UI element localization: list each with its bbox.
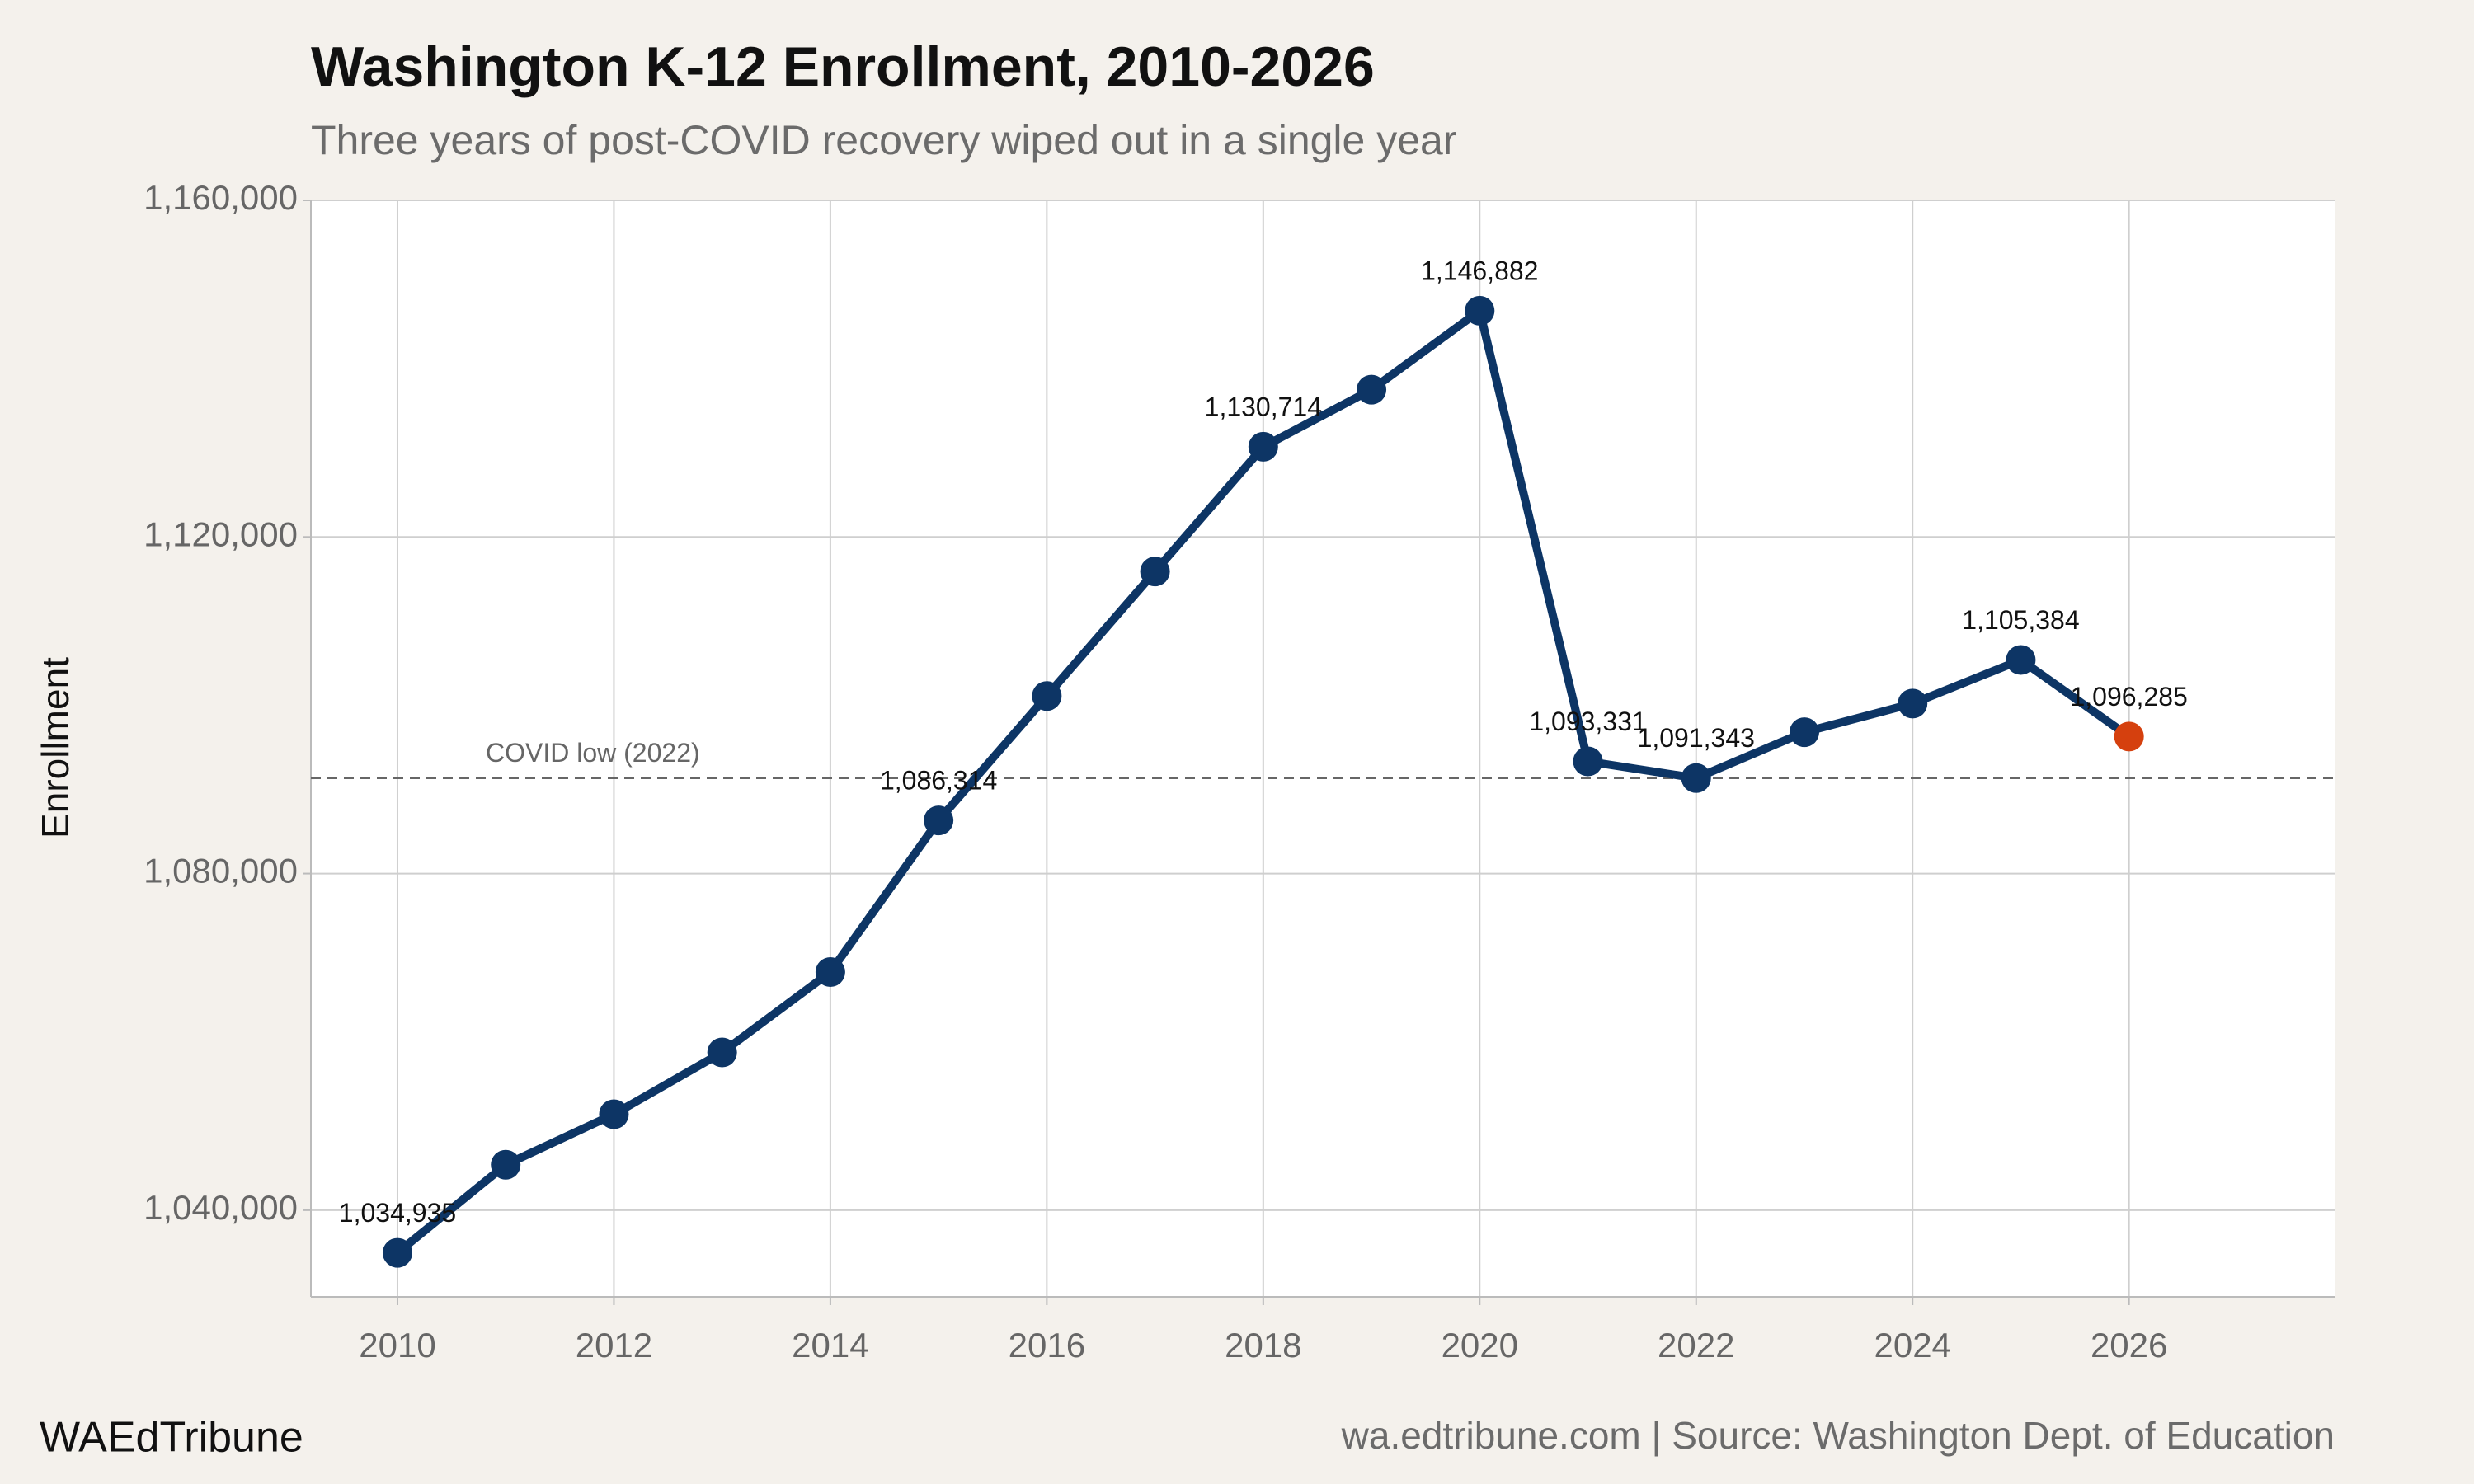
value-label: 1,086,314 — [880, 766, 997, 796]
data-point — [707, 1037, 737, 1068]
chart-subtitle: Three years of post-COVID recovery wiped… — [311, 117, 1457, 163]
plot-panel — [311, 200, 2335, 1297]
value-label: 1,105,384 — [1962, 605, 2079, 635]
x-tick-label: 2026 — [2091, 1326, 2167, 1364]
data-point — [2114, 721, 2144, 752]
y-tick-label: 1,040,000 — [143, 1188, 298, 1227]
chart-title: Washington K-12 Enrollment, 2010-2026 — [311, 35, 1375, 98]
x-tick-label: 2012 — [576, 1326, 652, 1364]
data-point — [1357, 374, 1387, 405]
value-label: 1,091,343 — [1638, 723, 1755, 753]
data-point — [599, 1099, 629, 1129]
data-point — [924, 805, 954, 836]
data-point — [1681, 763, 1711, 793]
x-tick-label: 2020 — [1442, 1326, 1518, 1364]
value-label: 1,093,331 — [1529, 707, 1646, 736]
y-tick-label: 1,120,000 — [143, 514, 298, 553]
data-point — [1573, 746, 1603, 777]
y-axis-label: Enrollment — [34, 657, 77, 838]
reference-label: COVID low (2022) — [486, 738, 700, 768]
value-label: 1,034,935 — [339, 1198, 456, 1228]
y-tick-label: 1,080,000 — [143, 852, 298, 890]
x-tick-label: 2022 — [1658, 1326, 1734, 1364]
data-point — [1789, 717, 1819, 748]
data-point — [815, 957, 845, 988]
y-tick-label: 1,160,000 — [143, 178, 298, 217]
data-point — [1248, 431, 1278, 462]
x-tick-label: 2016 — [1009, 1326, 1085, 1364]
x-tick-label: 2024 — [1874, 1326, 1950, 1364]
data-point — [491, 1149, 521, 1180]
x-tick-label: 2014 — [792, 1326, 868, 1364]
value-label: 1,130,714 — [1205, 392, 1322, 421]
value-label: 1,096,285 — [2070, 682, 2187, 711]
x-tick-label: 2018 — [1225, 1326, 1301, 1364]
footer-source: wa.edtribune.com | Source: Washington De… — [1341, 1414, 2335, 1457]
value-label: 1,146,882 — [1421, 256, 1538, 285]
data-point — [1140, 556, 1170, 587]
data-point — [1032, 681, 1062, 711]
data-point — [1898, 688, 1928, 719]
x-tick-label: 2010 — [359, 1326, 435, 1364]
data-point — [382, 1237, 412, 1268]
data-point — [2006, 645, 2036, 675]
data-point — [1465, 295, 1495, 326]
footer-brand: WAEdTribune — [40, 1414, 303, 1462]
